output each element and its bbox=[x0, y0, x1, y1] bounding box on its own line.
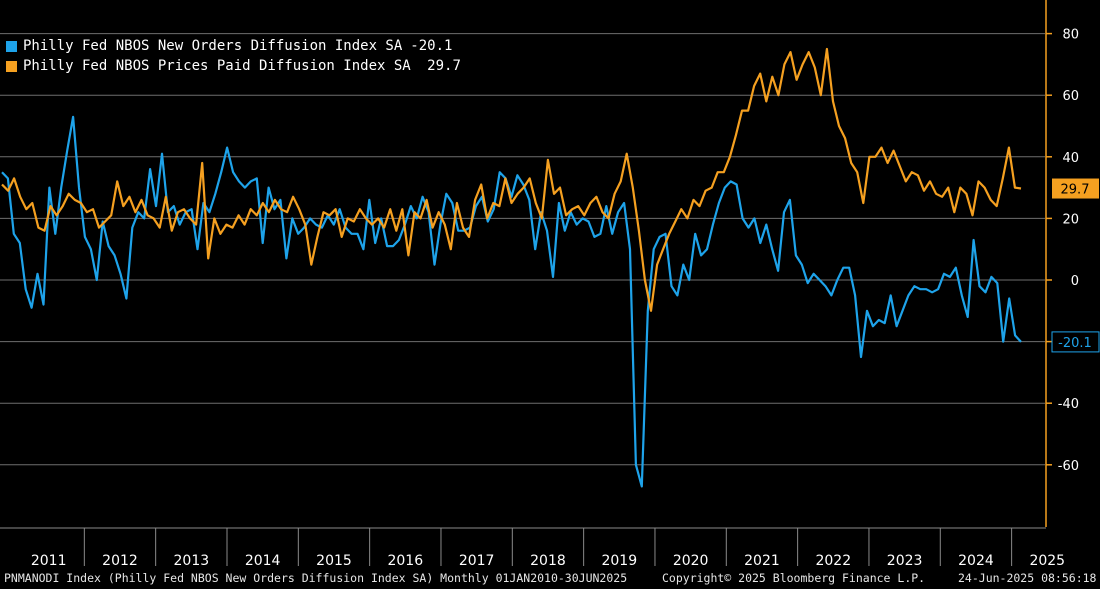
legend-label-new-orders: Philly Fed NBOS New Orders Diffusion Ind… bbox=[23, 38, 403, 54]
x-tick-label: 2016 bbox=[387, 553, 423, 569]
last-value-label-prices-paid: 29.7 bbox=[1061, 183, 1090, 198]
x-tick-label: 2018 bbox=[530, 553, 566, 569]
x-tick-label: 2023 bbox=[887, 553, 923, 569]
x-tick-label: 2025 bbox=[1029, 553, 1065, 569]
x-tick-label: 2013 bbox=[174, 553, 210, 569]
y-tick-label: -40 bbox=[1058, 397, 1079, 412]
legend-label-prices-paid: Philly Fed NBOS Prices Paid Diffusion In… bbox=[23, 58, 411, 74]
series-line-new-orders bbox=[1, 115, 1022, 488]
y-tick-label: 80 bbox=[1062, 28, 1079, 43]
legend-swatch-prices-paid bbox=[6, 60, 17, 72]
last-value-label-new-orders: -20.1 bbox=[1058, 336, 1092, 351]
footer-copyright: Copyright© 2025 Bloomberg Finance L.P. bbox=[662, 571, 926, 585]
x-tick-label: 2019 bbox=[601, 553, 637, 569]
legend-swatch-new-orders bbox=[6, 40, 17, 52]
x-tick-label: 2017 bbox=[459, 553, 495, 569]
footer-source: PNMANODI Index (Philly Fed NBOS New Orde… bbox=[4, 571, 628, 585]
y-tick-label: 60 bbox=[1062, 89, 1079, 104]
y-tick-label: 0 bbox=[1071, 274, 1079, 289]
x-tick-label: 2022 bbox=[815, 553, 851, 569]
y-tick-label: 40 bbox=[1062, 151, 1079, 166]
legend-item-prices-paid: Philly Fed NBOS Prices Paid Diffusion In… bbox=[6, 56, 461, 76]
y-tick-label: 20 bbox=[1062, 212, 1079, 227]
x-tick-label: 2012 bbox=[102, 553, 138, 569]
footer-timestamp: 24-Jun-2025 08:56:18 bbox=[958, 571, 1097, 585]
x-tick-label: 2011 bbox=[31, 553, 67, 569]
legend: Philly Fed NBOS New Orders Diffusion Ind… bbox=[6, 36, 461, 76]
x-tick-label: 2014 bbox=[245, 553, 281, 569]
last-value-tag-prices-paid bbox=[1052, 178, 1099, 199]
x-tick-label: 2021 bbox=[744, 553, 780, 569]
y-tick-label: -60 bbox=[1058, 459, 1079, 474]
legend-value-prices-paid: 29.7 bbox=[418, 58, 461, 74]
x-tick-label: 2015 bbox=[316, 553, 352, 569]
series-line-prices-paid bbox=[1, 47, 1022, 312]
x-tick-label: 2024 bbox=[958, 553, 994, 569]
legend-item-new-orders: Philly Fed NBOS New Orders Diffusion Ind… bbox=[6, 36, 461, 56]
x-tick-label: 2020 bbox=[673, 553, 709, 569]
last-value-tag-new-orders bbox=[1051, 331, 1100, 353]
legend-value-new-orders: -20.1 bbox=[410, 38, 453, 54]
